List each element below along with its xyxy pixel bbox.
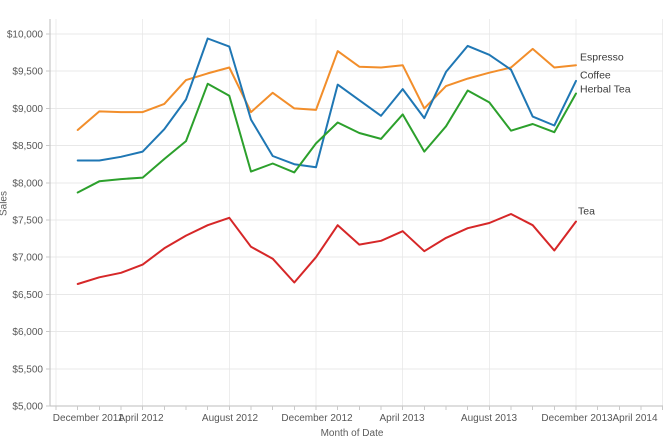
y-tick-label: $7,000 xyxy=(12,253,43,264)
y-tick-label: $9,500 xyxy=(12,67,43,78)
series-label-coffee: Coffee xyxy=(580,70,611,82)
y-tick-label: $5,500 xyxy=(12,364,43,375)
series-line-herbal-tea[interactable] xyxy=(76,82,577,194)
y-axis-title: Sales xyxy=(0,191,10,217)
y-tick-label: $6,500 xyxy=(12,290,43,301)
x-tick-label: December 2012 xyxy=(281,413,353,424)
y-tick-label: $6,000 xyxy=(12,327,43,338)
x-tick-label: December 2013 xyxy=(541,413,613,424)
x-axis-title: Month of Date xyxy=(320,428,384,439)
series-line-espresso[interactable] xyxy=(76,47,577,131)
x-tick-label: April 2012 xyxy=(118,413,163,424)
series-line-coffee[interactable] xyxy=(76,37,577,169)
y-tick-label: $7,500 xyxy=(12,216,43,227)
series-label-tea: Tea xyxy=(578,206,595,218)
series-line-tea[interactable] xyxy=(76,213,577,285)
x-tick-label: April 2013 xyxy=(379,413,424,424)
y-tick-label: $10,000 xyxy=(7,30,44,41)
y-tick-label: $8,500 xyxy=(12,141,43,152)
x-tick-label: August 2012 xyxy=(202,413,259,424)
x-tick-label: December 2011 xyxy=(53,413,124,424)
x-tick-label: April 2014 xyxy=(612,413,657,424)
x-tick-label: August 2013 xyxy=(461,413,518,424)
series-label-espresso: Espresso xyxy=(580,52,624,64)
y-tick-label: $5,000 xyxy=(12,402,43,413)
y-tick-label: $9,000 xyxy=(12,104,43,115)
series-label-herbal-tea: Herbal Tea xyxy=(580,84,631,96)
y-tick-label: $8,000 xyxy=(12,178,43,189)
